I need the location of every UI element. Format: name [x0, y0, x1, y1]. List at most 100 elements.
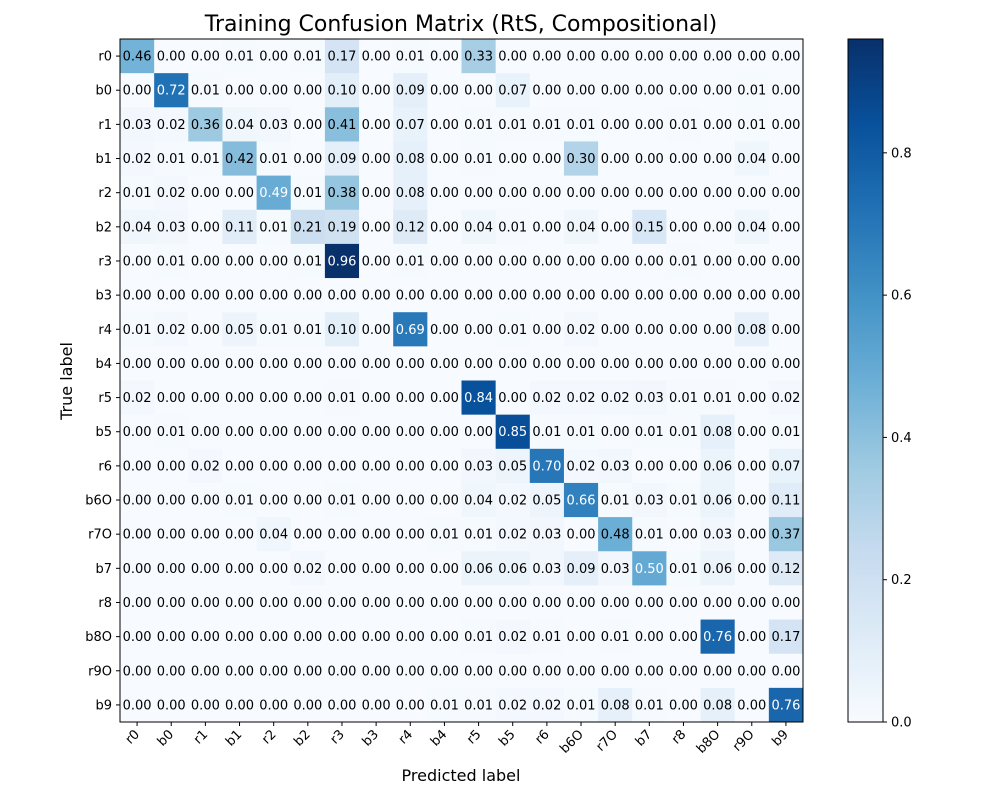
cell-value-label: 0.00 [532, 186, 561, 201]
heatmap-cell [734, 517, 770, 552]
cell-value-label: 0.09 [396, 84, 425, 99]
heatmap-cell [734, 380, 770, 416]
cell-value-label: 0.01 [293, 323, 322, 338]
x-tick-label: r8 [669, 727, 689, 747]
heatmap-cell [222, 209, 257, 245]
y-tick-label: b6O [85, 494, 112, 509]
heatmap-cell [427, 39, 462, 74]
heatmap-cell [495, 346, 531, 381]
cell-value-label: 0.00 [737, 186, 766, 201]
cell-value-label: 0.00 [396, 357, 425, 372]
cell-value-label: 0.00 [327, 425, 356, 440]
cell-value-label: 0.07 [396, 118, 425, 133]
heatmap-cell [461, 482, 497, 518]
heatmap-cell [222, 448, 257, 484]
cell-value-label: 0.00 [771, 289, 800, 304]
heatmap-cell [393, 482, 428, 518]
cell-value-label: 0.00 [464, 596, 493, 611]
heatmap-cell [666, 73, 701, 108]
heatmap-cell [632, 482, 667, 518]
cell-value-label: 0.00 [191, 357, 220, 372]
heatmap-cell [768, 141, 804, 176]
cell-value-label: 0.12 [771, 562, 800, 577]
heatmap-cell [700, 73, 736, 108]
cell-value-label: 0.00 [327, 596, 356, 611]
cell-value-label: 0.00 [532, 220, 561, 235]
heatmap-cell [768, 482, 804, 518]
heatmap-cell [393, 653, 428, 689]
cell-value-label: 0.00 [430, 50, 459, 65]
heatmap-cell [529, 278, 565, 313]
heatmap-cell [393, 141, 428, 176]
cell-value-label: 0.00 [362, 152, 391, 167]
heatmap-cell [120, 141, 155, 176]
heatmap-cell [700, 619, 736, 655]
heatmap-cell [120, 243, 155, 279]
y-tick-label: b7 [95, 562, 112, 577]
cell-value-label: 0.00 [396, 494, 425, 509]
cell-value-label: 0.00 [293, 494, 322, 509]
cell-value-label: 0.00 [430, 494, 459, 509]
cell-value-label: 0.03 [703, 528, 732, 543]
heatmap-cell [222, 39, 257, 74]
cell-value-label: 0.01 [430, 698, 459, 713]
cell-value-label: 0.00 [532, 289, 561, 304]
cell-value-label: 0.00 [396, 596, 425, 611]
heatmap-cell [563, 380, 599, 416]
cell-value-label: 0.00 [327, 562, 356, 577]
heatmap-cell [563, 243, 599, 279]
cell-value-label: 0.00 [498, 391, 527, 406]
heatmap-cell [256, 380, 292, 416]
cell-value-label: 0.01 [567, 698, 596, 713]
cell-value-label: 0.00 [259, 289, 288, 304]
cell-value-label: 0.00 [464, 186, 493, 201]
heatmap-cell [324, 175, 360, 211]
heatmap-cell [666, 517, 701, 552]
cell-value-label: 0.01 [567, 118, 596, 133]
cell-value-label: 0.00 [737, 698, 766, 713]
heatmap-cell [495, 209, 531, 245]
cell-value-label: 0.00 [430, 84, 459, 99]
x-tick-label: r6 [532, 727, 552, 747]
cell-value-label: 0.00 [737, 254, 766, 269]
cell-value-label: 0.00 [635, 357, 664, 372]
x-tick-label: r9O [730, 727, 757, 754]
cell-value-label: 0.00 [362, 186, 391, 201]
cell-value-label: 0.00 [703, 186, 732, 201]
heatmap-cell [120, 448, 155, 484]
cell-value-label: 0.00 [601, 289, 630, 304]
cell-value-label: 0.00 [362, 494, 391, 509]
heatmap-cell [666, 619, 701, 655]
cell-value-label: 0.01 [669, 425, 698, 440]
heatmap-cell [324, 243, 360, 279]
heatmap-cell [734, 687, 770, 723]
cell-value-label: 0.85 [498, 425, 527, 440]
heatmap-cell [188, 278, 223, 313]
x-tick-label: b9 [769, 727, 791, 749]
cell-value-label: 0.00 [293, 664, 322, 679]
cell-value-label: 0.03 [157, 220, 186, 235]
cell-value-label: 0.00 [498, 596, 527, 611]
cell-value-label: 0.01 [123, 186, 152, 201]
heatmap-cell [563, 551, 599, 586]
cell-value-label: 0.30 [567, 152, 596, 167]
cell-value-label: 0.00 [532, 84, 561, 99]
cell-value-label: 0.03 [532, 562, 561, 577]
heatmap-cell [290, 39, 326, 74]
cell-value-label: 0.41 [327, 118, 356, 133]
cell-value-label: 0.00 [703, 50, 732, 65]
x-tick-label: b8O [694, 727, 724, 757]
cell-value-label: 0.01 [669, 494, 698, 509]
cell-value-label: 0.00 [123, 289, 152, 304]
heatmap-cell [529, 414, 565, 450]
heatmap-cell [529, 141, 565, 176]
cell-value-label: 0.01 [464, 698, 493, 713]
heatmap-cell [632, 141, 667, 176]
heatmap-cell [222, 141, 257, 176]
cell-value-label: 0.01 [532, 630, 561, 645]
heatmap-cell [461, 209, 497, 245]
heatmap-cell [632, 312, 667, 347]
cell-value-label: 0.00 [601, 323, 630, 338]
cell-value-label: 0.00 [703, 596, 732, 611]
cell-value-label: 0.04 [123, 220, 152, 235]
